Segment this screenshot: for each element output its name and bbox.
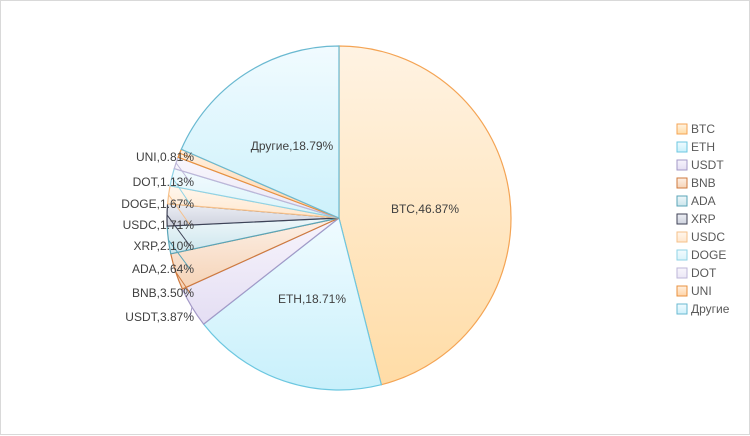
legend: BTC ETH USDT BNB ADA XRP USDC DOGE DOT UNI Другие <box>676 122 730 316</box>
legend-label-eth: ETH <box>691 140 715 154</box>
legend-label-drugie: Другие <box>691 302 730 316</box>
legend-label-usdc: USDC <box>691 230 725 244</box>
legend-label-btc: BTC <box>691 122 715 136</box>
data-label-uni: UNI,0.81% <box>136 150 194 164</box>
legend-swatch-usdc <box>676 231 688 243</box>
legend-swatch-btc <box>676 123 688 135</box>
data-labels: BTC,46.87% ETH,18.71% USDT,3.87% BNB,3.50% A… <box>121 139 459 324</box>
data-label-doge: DOGE,1.67% <box>121 197 194 211</box>
data-label-dot: DOT,1.13% <box>133 175 195 189</box>
legend-label-xrp: XRP <box>691 212 716 226</box>
legend-label-doge: DOGE <box>691 248 726 262</box>
legend-label-ada: ADA <box>691 194 716 208</box>
legend-swatch-eth <box>676 141 688 153</box>
data-label-ada: ADA,2.64% <box>132 262 194 276</box>
data-label-eth: ETH,18.71% <box>278 292 346 306</box>
leader-line-doge <box>171 176 191 205</box>
leader-line-uni <box>179 152 191 158</box>
leader-line-dot <box>175 162 191 183</box>
data-label-btc: BTC,46.87% <box>391 202 459 216</box>
leader-line-usdt <box>189 307 193 318</box>
leader-line-ada <box>168 239 191 270</box>
leader-line-xrp <box>166 214 191 247</box>
leader-line-bnb <box>175 271 191 294</box>
slice-drugie <box>180 45 340 219</box>
slice-btc <box>338 45 512 386</box>
legend-swatch-doge <box>676 249 688 261</box>
legend-swatch-usdt <box>676 159 688 171</box>
data-label-usdt: USDT,3.87% <box>125 310 194 324</box>
data-label-usdc: USDC,1.71% <box>123 218 195 232</box>
legend-swatch-drugie <box>676 303 688 315</box>
leader-line-usdc <box>168 194 191 226</box>
data-label-xrp: XRP,2.10% <box>134 239 195 253</box>
legend-swatch-ada <box>676 195 688 207</box>
legend-label-uni: UNI <box>691 284 712 298</box>
legend-label-dot: DOT <box>691 266 717 280</box>
legend-swatch-uni <box>676 285 688 297</box>
legend-swatch-dot <box>676 267 688 279</box>
legend-label-usdt: USDT <box>691 158 724 172</box>
legend-swatch-bnb <box>676 177 688 189</box>
slice-eth <box>202 216 383 391</box>
data-label-drugie: Другие,18.79% <box>251 139 334 153</box>
pie-slices <box>166 45 512 391</box>
data-label-bnb: BNB,3.50% <box>132 286 194 300</box>
legend-label-bnb: BNB <box>691 176 716 190</box>
legend-swatch-xrp <box>676 213 688 225</box>
leader-lines <box>166 152 193 318</box>
